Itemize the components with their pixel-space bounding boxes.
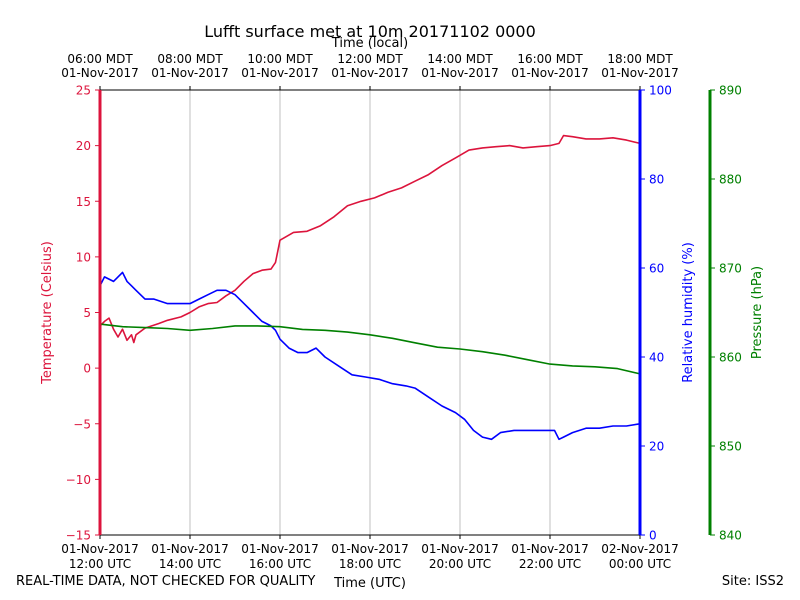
x-tick-label-bottom: 01-Nov-2017 bbox=[241, 542, 319, 556]
x-tick-label-bottom: 01-Nov-2017 bbox=[151, 542, 229, 556]
temperature-axis-label: Temperature (Celsius) bbox=[40, 241, 55, 385]
grid-lines bbox=[189, 90, 551, 535]
humidity-tick-label: 20 bbox=[649, 440, 664, 454]
humidity-axis-label: Relative humidity (%) bbox=[681, 242, 696, 383]
x-tick-label-top: 12:00 MDT bbox=[337, 52, 403, 66]
temperature-tick-label: 20 bbox=[76, 139, 91, 153]
x-tick-label-bottom: 02-Nov-2017 bbox=[601, 542, 679, 556]
pressure-tick-label: 890 bbox=[719, 84, 742, 98]
humidity-tick-label: 100 bbox=[649, 84, 672, 98]
quality-disclaimer: REAL-TIME DATA, NOT CHECKED FOR QUALITY bbox=[16, 574, 316, 589]
temperature-tick-label: 0 bbox=[83, 362, 91, 376]
temperature-tick-label: 10 bbox=[76, 250, 91, 264]
x-tick-label-bottom: 01-Nov-2017 bbox=[421, 542, 499, 556]
x-tick-label-bottom: 00:00 UTC bbox=[609, 557, 671, 571]
temperature-tick-label: −10 bbox=[66, 473, 91, 487]
x-tick-label-top: 01-Nov-2017 bbox=[151, 66, 229, 80]
x-tick-label-top: 01-Nov-2017 bbox=[331, 66, 409, 80]
x-tick-label-top: 01-Nov-2017 bbox=[61, 66, 139, 80]
x-tick-label-bottom: 01-Nov-2017 bbox=[511, 542, 589, 556]
x-tick-label-bottom: 01-Nov-2017 bbox=[331, 542, 409, 556]
temperature-tick-label: −15 bbox=[66, 529, 91, 543]
x-tick-label-bottom: 12:00 UTC bbox=[69, 557, 131, 571]
temperature-tick-label: −5 bbox=[73, 417, 91, 431]
pressure-axis-label: Pressure (hPa) bbox=[750, 266, 765, 359]
x-tick-label-top: 10:00 MDT bbox=[247, 52, 313, 66]
humidity-tick-label: 80 bbox=[649, 173, 664, 187]
pressure-tick-label: 850 bbox=[719, 440, 742, 454]
x-tick-label-bottom: 16:00 UTC bbox=[249, 557, 311, 571]
x-tick-label-top: 01-Nov-2017 bbox=[601, 66, 679, 80]
x-tick-label-bottom: 01-Nov-2017 bbox=[61, 542, 139, 556]
humidity-tick-label: 60 bbox=[649, 262, 664, 276]
temperature-tick-label: 25 bbox=[76, 84, 91, 98]
humidity-tick-label: 40 bbox=[649, 351, 664, 365]
humidity-tick-label: 0 bbox=[649, 529, 657, 543]
x-tick-label-top: 16:00 MDT bbox=[517, 52, 583, 66]
x-tick-label-top: 08:00 MDT bbox=[157, 52, 223, 66]
x-tick-label-bottom: 22:00 UTC bbox=[519, 557, 581, 571]
site-label: Site: ISS2 bbox=[721, 574, 784, 589]
x-tick-label-top: 01-Nov-2017 bbox=[241, 66, 319, 80]
series-line-pressure bbox=[99, 323, 641, 375]
series-line-relative-humidity bbox=[99, 271, 641, 441]
x-tick-label-bottom: 14:00 UTC bbox=[159, 557, 221, 571]
pressure-tick-label: 880 bbox=[719, 173, 742, 187]
x-tick-label-top: 01-Nov-2017 bbox=[511, 66, 589, 80]
pressure-tick-label: 840 bbox=[719, 529, 742, 543]
x-axis-bottom-label: Time (UTC) bbox=[333, 576, 406, 591]
x-tick-label-top: 01-Nov-2017 bbox=[421, 66, 499, 80]
temperature-tick-label: 5 bbox=[83, 306, 91, 320]
series-lines bbox=[99, 134, 641, 441]
x-tick-label-top: 18:00 MDT bbox=[607, 52, 673, 66]
chart-title: Lufft surface met at 10m 20171102 0000 bbox=[204, 22, 536, 41]
pressure-tick-label: 870 bbox=[719, 262, 742, 276]
x-axis-top-label: Time (local) bbox=[331, 36, 408, 51]
series-line-temperature bbox=[99, 134, 641, 344]
x-tick-label-bottom: 18:00 UTC bbox=[339, 557, 401, 571]
temperature-tick-label: 15 bbox=[76, 195, 91, 209]
x-tick-label-top: 14:00 MDT bbox=[427, 52, 493, 66]
x-tick-label-top: 06:00 MDT bbox=[67, 52, 133, 66]
pressure-tick-label: 860 bbox=[719, 351, 742, 365]
x-tick-label-bottom: 20:00 UTC bbox=[429, 557, 491, 571]
